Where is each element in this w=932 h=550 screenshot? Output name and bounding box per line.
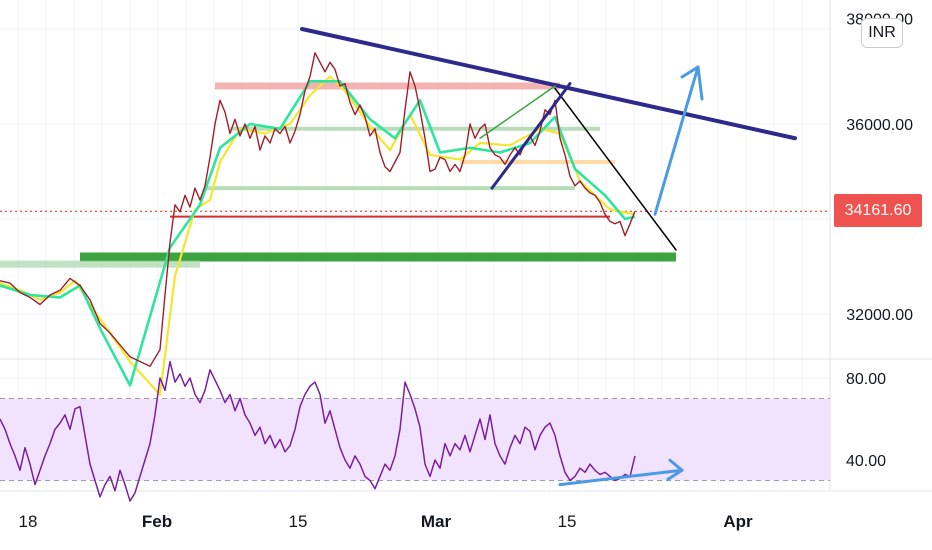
date-tick-label: 15 [289, 512, 308, 531]
price-tick-label: 32000.00 [846, 307, 913, 324]
level-zone [230, 126, 600, 131]
fast-moving-average [0, 80, 636, 387]
date-tick-label: Feb [142, 512, 172, 531]
trendline [490, 82, 572, 190]
projection-arrow [653, 65, 700, 216]
trendline [554, 87, 677, 251]
level-zone [170, 215, 610, 218]
level-zone [215, 82, 560, 90]
date-tick-label: 18 [19, 512, 38, 531]
rsi-divergence-arrow-head [666, 458, 684, 481]
trendline [300, 27, 797, 141]
level-zone [0, 260, 200, 268]
horizontal-levels [0, 82, 830, 268]
price-tick-label: 36000.00 [846, 117, 913, 134]
currency-badge[interactable]: INR [861, 18, 903, 48]
trendline [479, 85, 556, 139]
date-tick-label: 15 [558, 512, 577, 531]
rsi-band [0, 398, 830, 481]
rsi-divergence-arrow [558, 468, 684, 487]
level-zone [80, 252, 676, 262]
date-tick-label: Mar [421, 512, 452, 531]
rsi-tick-label: 40.00 [846, 453, 886, 470]
date-tick-label: Apr [723, 512, 753, 531]
last-price-tag: 34161.60 [834, 194, 922, 227]
level-zone [460, 160, 615, 164]
projection-arrow-head [680, 65, 704, 101]
rsi-tick-label: 80.00 [846, 371, 886, 388]
trendlines [300, 27, 797, 487]
level-zone [205, 186, 575, 191]
rsi-overbought-band [0, 398, 830, 481]
rsi-line [0, 360, 636, 502]
